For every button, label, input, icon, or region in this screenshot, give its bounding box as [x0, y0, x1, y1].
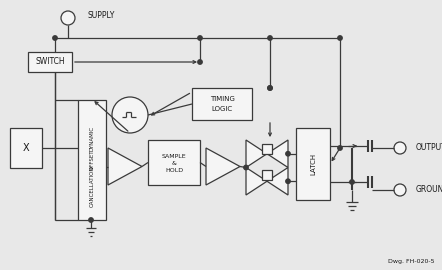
Text: &: & [171, 161, 176, 166]
Circle shape [338, 36, 342, 40]
Bar [10, 128, 42, 168]
Polygon shape [267, 140, 288, 167]
Circle shape [286, 179, 290, 183]
Circle shape [350, 180, 354, 184]
Text: LOGIC: LOGIC [211, 106, 232, 112]
Bar [28, 52, 72, 72]
Text: X: X [23, 143, 29, 153]
Circle shape [61, 11, 75, 25]
Text: TIMING: TIMING [210, 96, 234, 102]
Circle shape [198, 60, 202, 64]
Polygon shape [206, 148, 240, 185]
Circle shape [268, 86, 272, 90]
Bar [148, 140, 200, 185]
Text: SAMPLE: SAMPLE [162, 154, 187, 159]
Circle shape [268, 86, 272, 90]
Circle shape [286, 151, 290, 156]
Polygon shape [267, 167, 288, 195]
Polygon shape [246, 167, 267, 195]
Text: HOLD: HOLD [165, 168, 183, 173]
Polygon shape [108, 148, 142, 185]
Text: SWITCH: SWITCH [35, 58, 65, 66]
Circle shape [198, 36, 202, 40]
Circle shape [53, 36, 57, 40]
Polygon shape [246, 140, 267, 167]
Text: GROUND: GROUND [416, 185, 442, 194]
Circle shape [268, 36, 272, 40]
Circle shape [89, 218, 93, 222]
Bar [262, 144, 272, 154]
Circle shape [394, 142, 406, 154]
Text: SUPPLY: SUPPLY [88, 12, 115, 21]
Text: DYNAMIC: DYNAMIC [89, 126, 95, 151]
Circle shape [112, 97, 148, 133]
Bar [296, 128, 330, 200]
Bar [78, 100, 106, 220]
Text: Dwg. FH-020-5: Dwg. FH-020-5 [389, 259, 435, 265]
Circle shape [394, 184, 406, 196]
Text: OUTPUT: OUTPUT [416, 143, 442, 153]
Circle shape [338, 146, 342, 150]
Text: OFFSET: OFFSET [89, 150, 95, 170]
Circle shape [244, 165, 248, 170]
Text: LATCH: LATCH [310, 153, 316, 175]
Bar [192, 88, 252, 120]
Bar [262, 170, 272, 180]
Text: CANCELLATION: CANCELLATION [89, 165, 95, 207]
